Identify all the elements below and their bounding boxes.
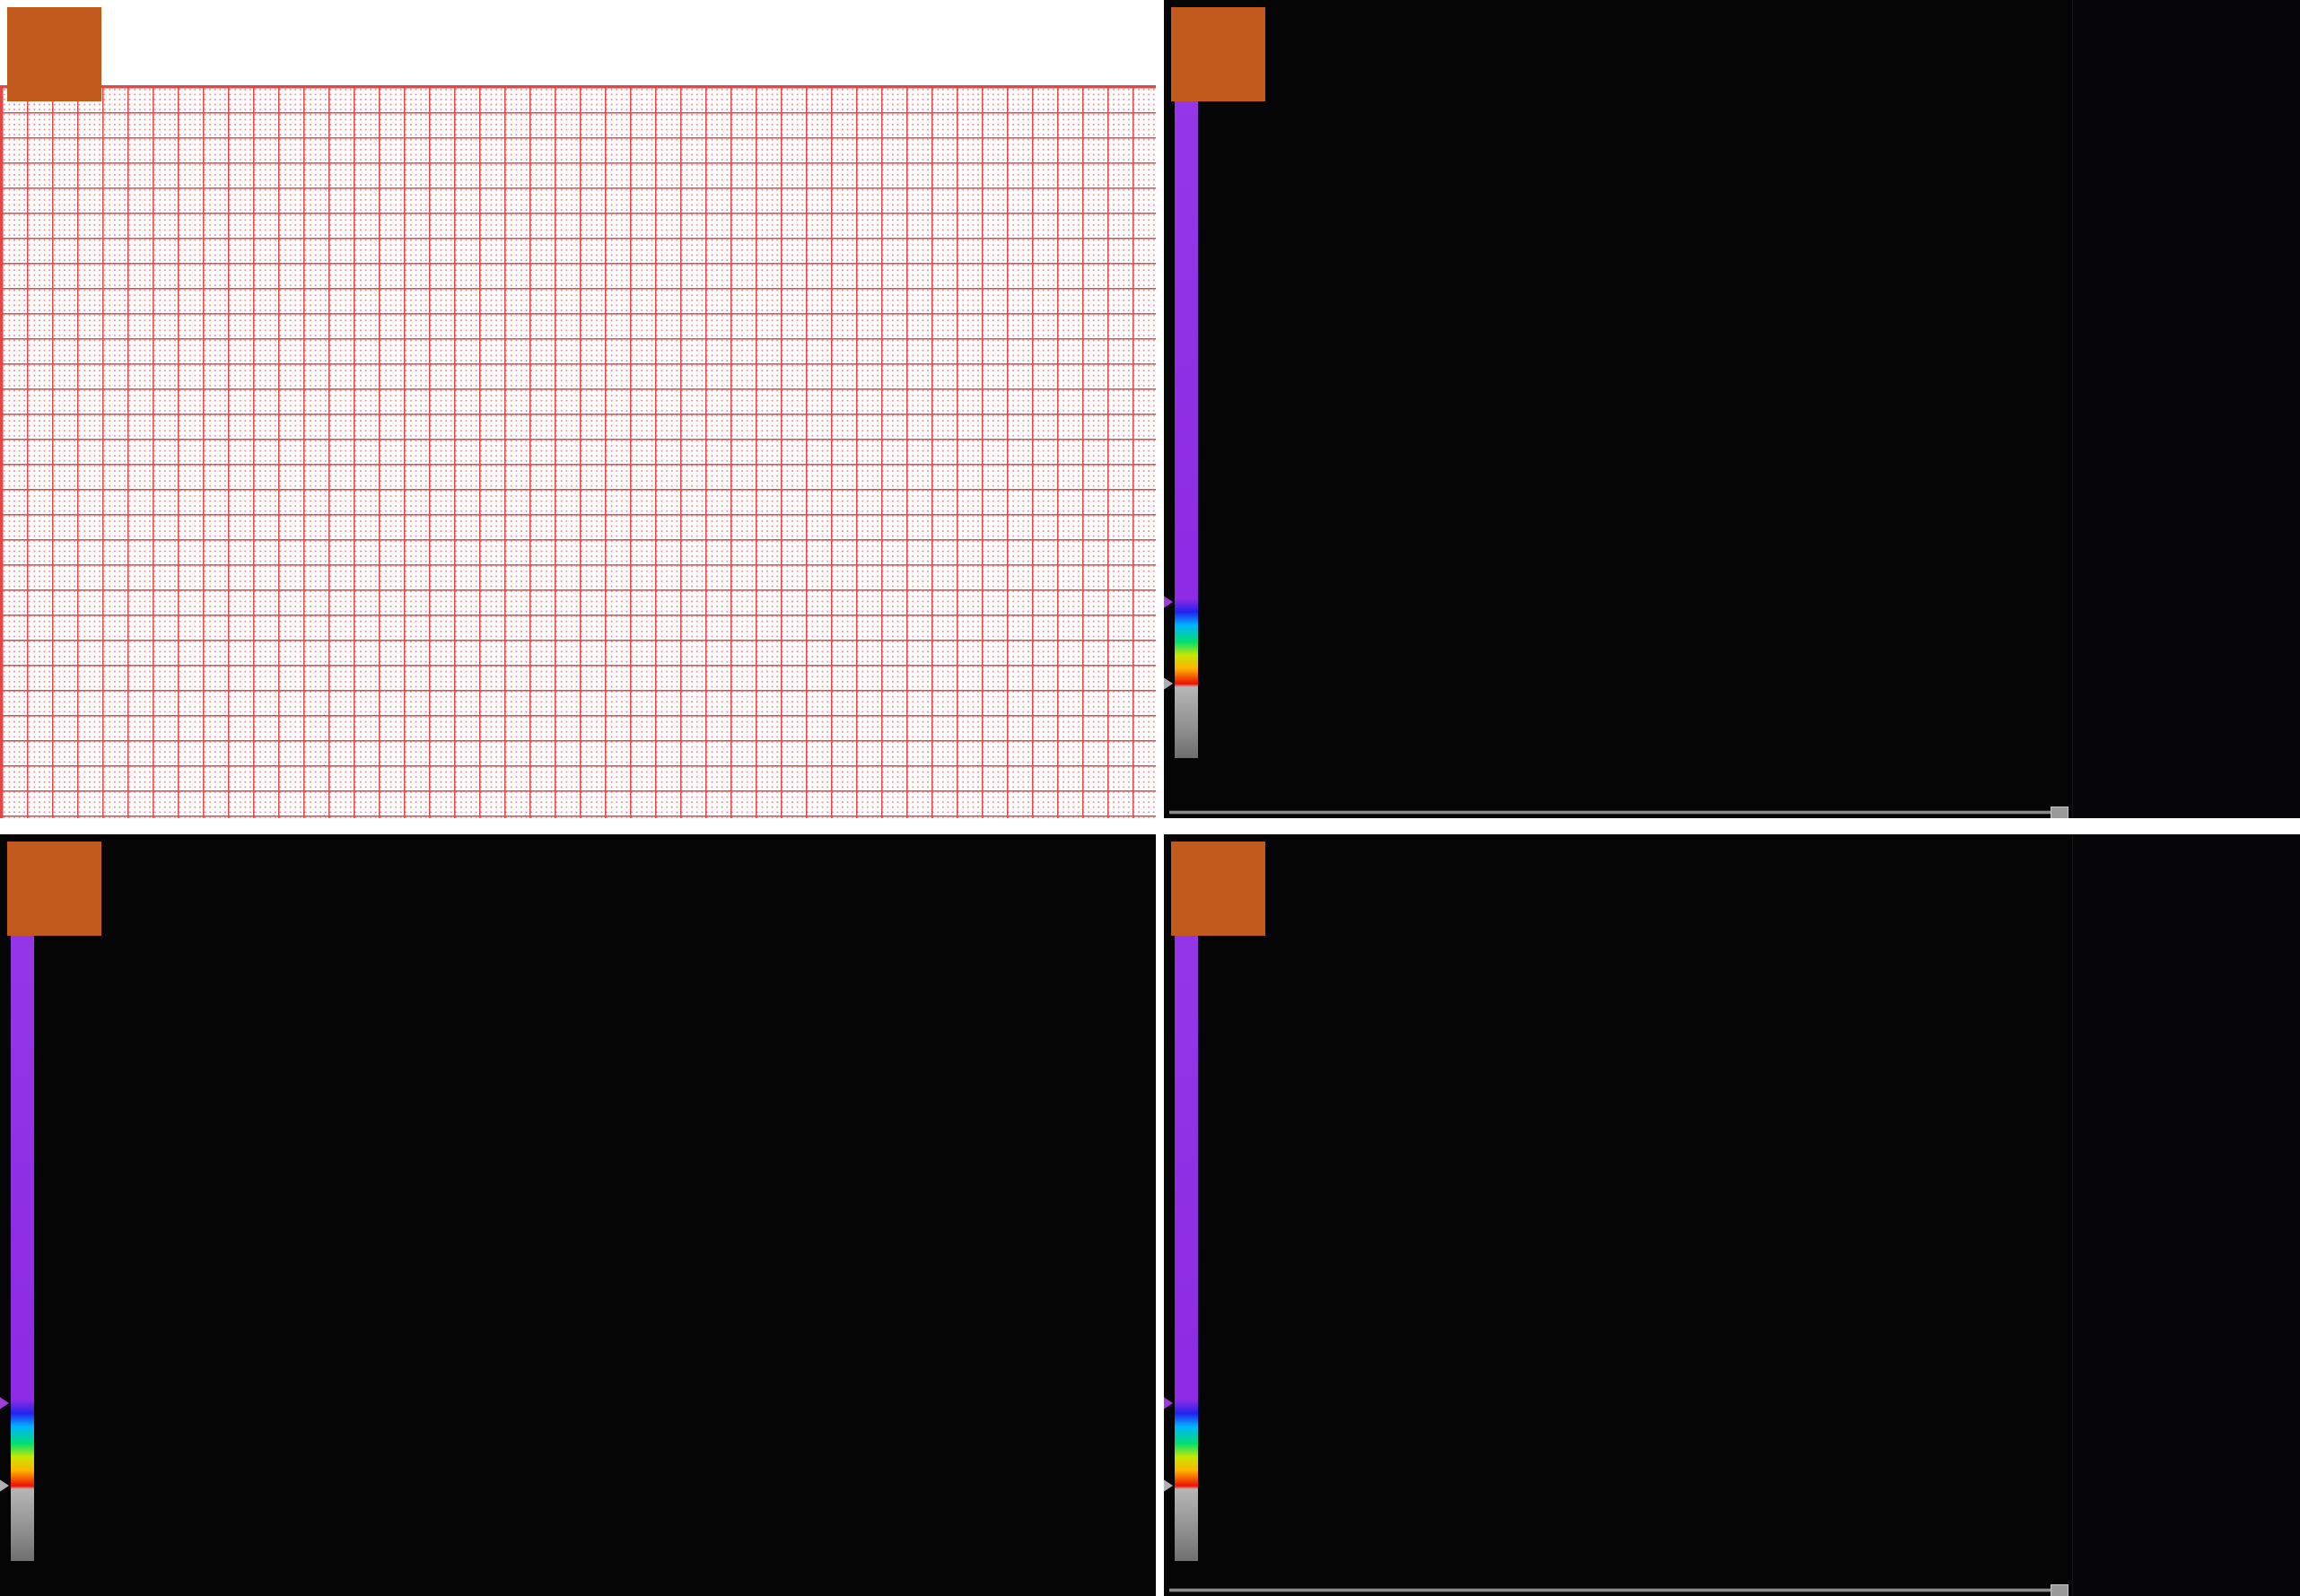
panel-c-voltage-map[interactable]: [0, 834, 1156, 1596]
map-viewport-left[interactable]: [1240, 135, 1635, 637]
signal-sidebar-b: [2072, 0, 2300, 818]
panel-a-ecg: [0, 0, 1156, 818]
voltage-colorbar: [1164, 890, 1273, 1561]
signal-sidebar-d: [2072, 834, 2300, 1596]
voltage-colorbar: [1164, 94, 1273, 758]
map-horizontal-scrollbar[interactable]: [1169, 1584, 2068, 1596]
voltage-colorbar: [0, 890, 109, 1561]
panel-label-b: [1171, 7, 1265, 101]
map-viewport-right[interactable]: [538, 884, 1149, 1579]
ecg-paper: [0, 85, 1156, 818]
map-viewport-right[interactable]: [1595, 848, 2070, 1579]
colorbar-gradient: [11, 890, 34, 1561]
panel-b-voltage-map[interactable]: [1164, 0, 2300, 818]
colorbar-low-handle[interactable]: [0, 1478, 9, 1494]
colorbar-low-handle[interactable]: [1164, 1478, 1173, 1494]
colorbar-high-handle[interactable]: [1164, 1396, 1173, 1411]
panel-label-a: [7, 7, 101, 101]
colorbar-gradient: [1175, 890, 1198, 1561]
map-horizontal-scrollbar[interactable]: [1169, 807, 2068, 818]
panel-label-d: [1171, 842, 1265, 936]
panel-label-c: [7, 842, 101, 936]
colorbar-low-handle[interactable]: [1164, 676, 1173, 692]
ecg-waveforms: [2, 87, 1156, 818]
panel-d-voltage-map[interactable]: [1164, 834, 2300, 1596]
colorbar-gradient: [1175, 94, 1198, 758]
colorbar-high-handle[interactable]: [1164, 595, 1173, 610]
colorbar-high-handle[interactable]: [0, 1396, 9, 1411]
map-viewport-right[interactable]: [1617, 85, 2061, 646]
